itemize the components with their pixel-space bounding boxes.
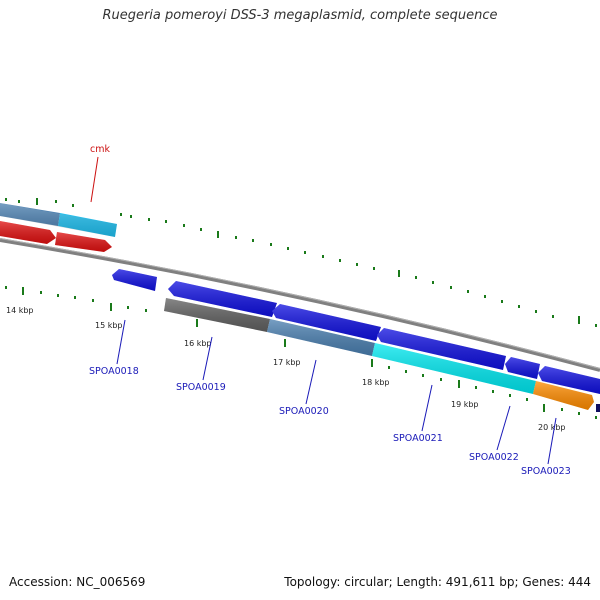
gene-bar-red-1[interactable] (0, 221, 56, 244)
scale-label-16kbp: 16 kbp (184, 339, 212, 348)
gene-bar-orange[interactable] (533, 381, 594, 410)
gene-bar-steelblue[interactable] (267, 319, 375, 356)
accession-text: Accession: NC_006569 (9, 575, 146, 589)
summary-text: Topology: circular; Length: 491,611 bp; … (284, 575, 591, 589)
gene-label-spoa0022[interactable]: SPOA0022 (469, 452, 519, 463)
gene-bar-spoa0022-blue[interactable] (505, 357, 540, 379)
leader-spoa0022 (496, 405, 511, 451)
scale-labels: 14 kbp 15 kbp 16 kbp 17 kbp 18 kbp 19 kb… (6, 306, 566, 432)
inner-tick-ring (5, 286, 597, 419)
leader-spoa0023 (547, 417, 557, 465)
leader-spoa0019 (202, 336, 213, 381)
scale-label-17kbp: 17 kbp (273, 358, 301, 367)
gene-label-spoa0021[interactable]: SPOA0021 (393, 433, 443, 444)
backbone-line (0, 238, 600, 372)
gene-bar-spoa0021-blue[interactable] (377, 328, 506, 370)
gene-bar-spoa0018[interactable] (112, 269, 157, 291)
gene-label-spoa0018[interactable]: SPOA0018 (89, 366, 139, 377)
scale-label-20kbp: 20 kbp (538, 423, 566, 432)
gene-bar-edge[interactable] (596, 404, 600, 412)
scale-label-15kbp: 15 kbp (95, 321, 123, 330)
leader-spoa0020 (305, 359, 317, 405)
scale-label-19kbp: 19 kbp (451, 400, 479, 409)
outer-tick-ring (5, 198, 597, 327)
gene-bar-spoa0023-blue[interactable] (538, 366, 600, 394)
label-leaders (90, 156, 557, 465)
gene-bar-gray[interactable] (164, 298, 270, 332)
gene-label-spoa0019[interactable]: SPOA0019 (176, 382, 226, 393)
gene-label-spoa0020[interactable]: SPOA0020 (279, 406, 329, 417)
gene-bar-cmk-region[interactable] (0, 203, 117, 237)
gene-bar-spoa0019-blue[interactable] (168, 281, 277, 317)
leader-spoa0018 (116, 319, 126, 365)
backbone-highlight (0, 238, 600, 369)
scale-label-14kbp: 14 kbp (6, 306, 34, 315)
gene-bar-spoa0020-blue[interactable] (272, 304, 381, 341)
leader-cmk (90, 156, 99, 203)
gene-labels: cmk SPOA0018 SPOA0019 SPOA0020 SPOA0021 … (89, 144, 571, 477)
map-title: Ruegeria pomeroyi DSS-3 megaplasmid, com… (102, 8, 498, 23)
leader-spoa0021 (421, 384, 433, 432)
scale-label-18kbp: 18 kbp (362, 378, 390, 387)
gene-bar-red-2[interactable] (55, 232, 112, 252)
gene-label-spoa0023[interactable]: SPOA0023 (521, 466, 571, 477)
gene-bar-cyan[interactable] (372, 343, 536, 394)
gene-label-cmk[interactable]: cmk (90, 144, 110, 155)
